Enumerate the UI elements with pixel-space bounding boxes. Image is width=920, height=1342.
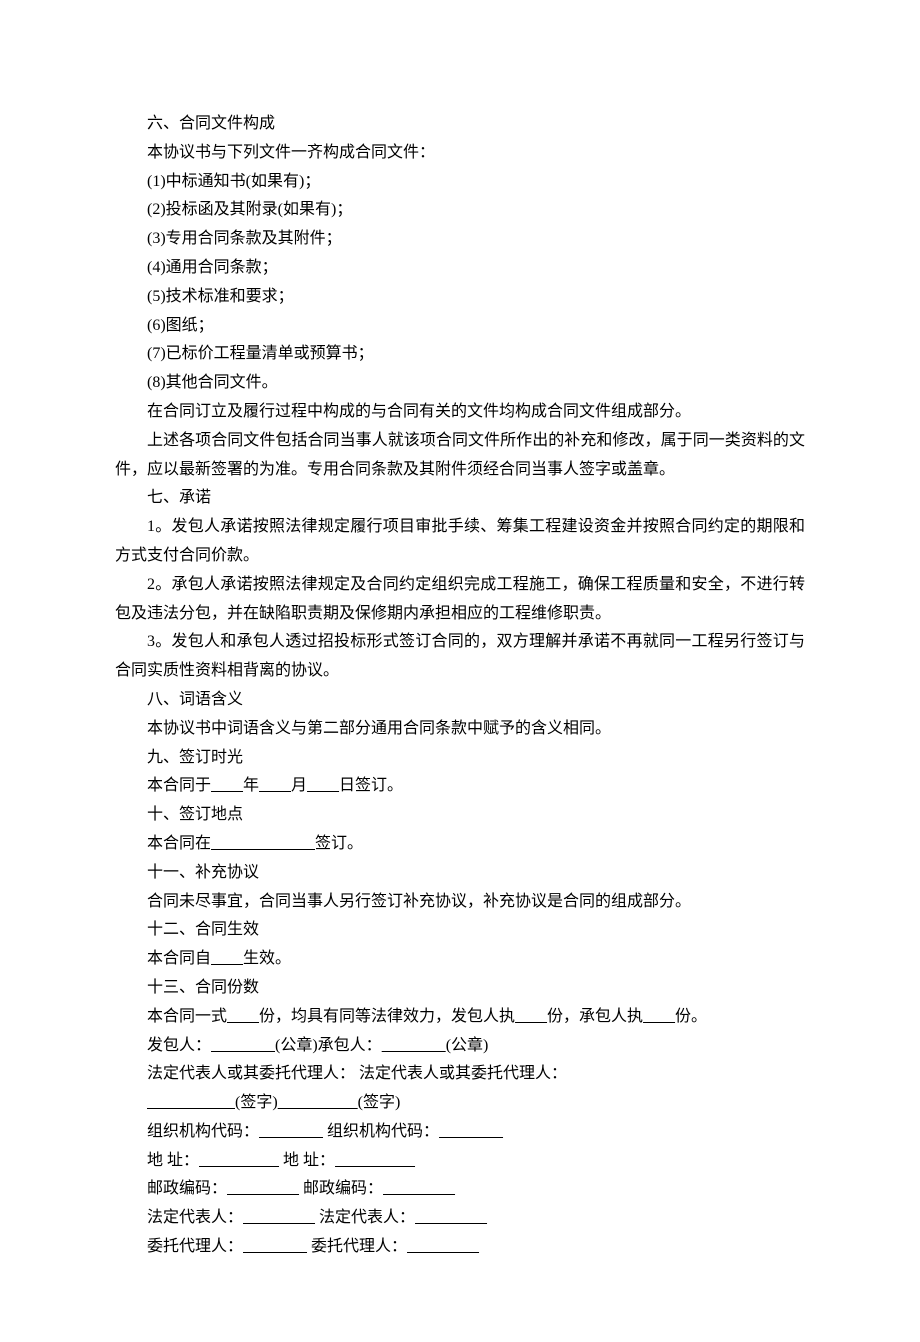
sig-line-2: 法定代表人或其委托代理人： 法定代表人或其委托代理人： bbox=[115, 1060, 805, 1089]
sig-l4a: 组织机构代码： bbox=[147, 1123, 259, 1140]
s9-blank-day bbox=[307, 777, 339, 794]
sig-l6b: 邮政编码： bbox=[299, 1180, 383, 1197]
sig-line-1: 发包人： (公章)承包人： (公章) bbox=[115, 1032, 805, 1061]
s9-blank-month bbox=[259, 777, 291, 794]
section-6-item-6: (6)图纸； bbox=[115, 312, 805, 341]
sig-line-6: 邮政编码： 邮政编码： bbox=[115, 1175, 805, 1204]
section-7-title: 七、承诺 bbox=[115, 484, 805, 513]
sig-l7b: 法定代表人： bbox=[315, 1209, 415, 1226]
section-9-line: 本合同于 年 月 日签订。 bbox=[115, 772, 805, 801]
sig-line-3: (签字) (签字) bbox=[115, 1089, 805, 1118]
sig-l4-blank1 bbox=[259, 1123, 323, 1140]
section-12-title: 十二、合同生效 bbox=[115, 916, 805, 945]
sig-l7a: 法定代表人： bbox=[147, 1209, 243, 1226]
section-6-title: 六、合同文件构成 bbox=[115, 110, 805, 139]
s9-d: 日签订。 bbox=[339, 777, 403, 794]
s12-pre: 本合同自 bbox=[147, 950, 211, 967]
sig-l3b: (签字) bbox=[358, 1094, 401, 1111]
s13-blank-3 bbox=[643, 1008, 675, 1025]
section-8-p1: 本协议书中词语含义与第二部分通用合同条款中赋予的含义相同。 bbox=[115, 715, 805, 744]
section-12-line: 本合同自 生效。 bbox=[115, 945, 805, 974]
sig-l1b: (公章)承包人： bbox=[275, 1037, 382, 1054]
section-7-p1: 1。发包人承诺按照法律规定履行项目审批手续、筹集工程建设资金并按照合同约定的期限… bbox=[115, 513, 805, 571]
s9-m: 月 bbox=[291, 777, 307, 794]
section-8-title: 八、词语含义 bbox=[115, 686, 805, 715]
section-7-p2: 2。承包人承诺按照法律规定及合同约定组织完成工程施工，确保工程质量和安全，不进行… bbox=[115, 571, 805, 629]
s9-pre: 本合同于 bbox=[147, 777, 211, 794]
sig-line-4: 组织机构代码： 组织机构代码： bbox=[115, 1118, 805, 1147]
sig-l7-blank1 bbox=[243, 1209, 315, 1226]
section-11-title: 十一、补充协议 bbox=[115, 859, 805, 888]
sig-l5b: 地 址： bbox=[279, 1152, 335, 1169]
section-6-item-5: (5)技术标准和要求； bbox=[115, 283, 805, 312]
s13-blank-2 bbox=[515, 1008, 547, 1025]
s13-mid2: 份，承包人执 bbox=[547, 1008, 643, 1025]
sig-l8-blank1 bbox=[243, 1238, 307, 1255]
section-6-p1: 在合同订立及履行过程中构成的与合同有关的文件均构成合同文件组成部分。 bbox=[115, 398, 805, 427]
section-6-item-2: (2)投标函及其附录(如果有)； bbox=[115, 196, 805, 225]
sig-l6-blank2 bbox=[383, 1180, 455, 1197]
sig-l1-blank2 bbox=[382, 1037, 446, 1054]
section-13-title: 十三、合同份数 bbox=[115, 974, 805, 1003]
section-9-title: 九、签订时光 bbox=[115, 744, 805, 773]
sig-l3-blank2 bbox=[278, 1094, 358, 1111]
sig-line-5: 地 址： 地 址： bbox=[115, 1147, 805, 1176]
sig-l1c: (公章) bbox=[446, 1037, 489, 1054]
sig-l5-blank2 bbox=[335, 1152, 415, 1169]
s10-post: 签订。 bbox=[315, 835, 363, 852]
section-6-item-3: (3)专用合同条款及其附件； bbox=[115, 225, 805, 254]
sig-l5a: 地 址： bbox=[147, 1152, 199, 1169]
s10-blank bbox=[211, 835, 315, 852]
s9-blank-year bbox=[211, 777, 243, 794]
s10-pre: 本合同在 bbox=[147, 835, 211, 852]
s13-pre: 本合同一式 bbox=[147, 1008, 227, 1025]
s9-y: 年 bbox=[243, 777, 259, 794]
sig-l4b: 组织机构代码： bbox=[323, 1123, 439, 1140]
sig-l6-blank1 bbox=[227, 1180, 299, 1197]
s13-blank-1 bbox=[227, 1008, 259, 1025]
sig-l7-blank2 bbox=[415, 1209, 487, 1226]
section-6-item-1: (1)中标通知书(如果有)； bbox=[115, 168, 805, 197]
s13-post: 份。 bbox=[675, 1008, 707, 1025]
sig-l1-blank1 bbox=[211, 1037, 275, 1054]
sig-l3-blank1 bbox=[147, 1094, 235, 1111]
section-6-item-4: (4)通用合同条款； bbox=[115, 254, 805, 283]
s12-post: 生效。 bbox=[243, 950, 291, 967]
section-13-line: 本合同一式 份，均具有同等法律效力，发包人执 份，承包人执 份。 bbox=[115, 1003, 805, 1032]
section-6-intro: 本协议书与下列文件一齐构成合同文件： bbox=[115, 139, 805, 168]
sig-l3a: (签字) bbox=[235, 1094, 278, 1111]
sig-l1a: 发包人： bbox=[147, 1037, 211, 1054]
sig-l6a: 邮政编码： bbox=[147, 1180, 227, 1197]
section-11-p1: 合同未尽事宜，合同当事人另行签订补充协议，补充协议是合同的组成部分。 bbox=[115, 888, 805, 917]
s13-mid1: 份，均具有同等法律效力，发包人执 bbox=[259, 1008, 515, 1025]
sig-line-8: 委托代理人： 委托代理人： bbox=[115, 1233, 805, 1262]
sig-l5-blank1 bbox=[199, 1152, 279, 1169]
section-10-title: 十、签订地点 bbox=[115, 801, 805, 830]
section-10-line: 本合同在 签订。 bbox=[115, 830, 805, 859]
sig-l8a: 委托代理人： bbox=[147, 1238, 243, 1255]
section-7-p3: 3。发包人和承包人透过招投标形式签订合同的，双方理解并承诺不再就同一工程另行签订… bbox=[115, 628, 805, 686]
sig-l4-blank2 bbox=[439, 1123, 503, 1140]
s12-blank bbox=[211, 950, 243, 967]
section-6-item-7: (7)已标价工程量清单或预算书； bbox=[115, 340, 805, 369]
sig-l8-blank2 bbox=[407, 1238, 479, 1255]
section-6-p2: 上述各项合同文件包括合同当事人就该项合同文件所作出的补充和修改，属于同一类资料的… bbox=[115, 427, 805, 485]
sig-line-7: 法定代表人： 法定代表人： bbox=[115, 1204, 805, 1233]
section-6-item-8: (8)其他合同文件。 bbox=[115, 369, 805, 398]
sig-l8b: 委托代理人： bbox=[307, 1238, 407, 1255]
